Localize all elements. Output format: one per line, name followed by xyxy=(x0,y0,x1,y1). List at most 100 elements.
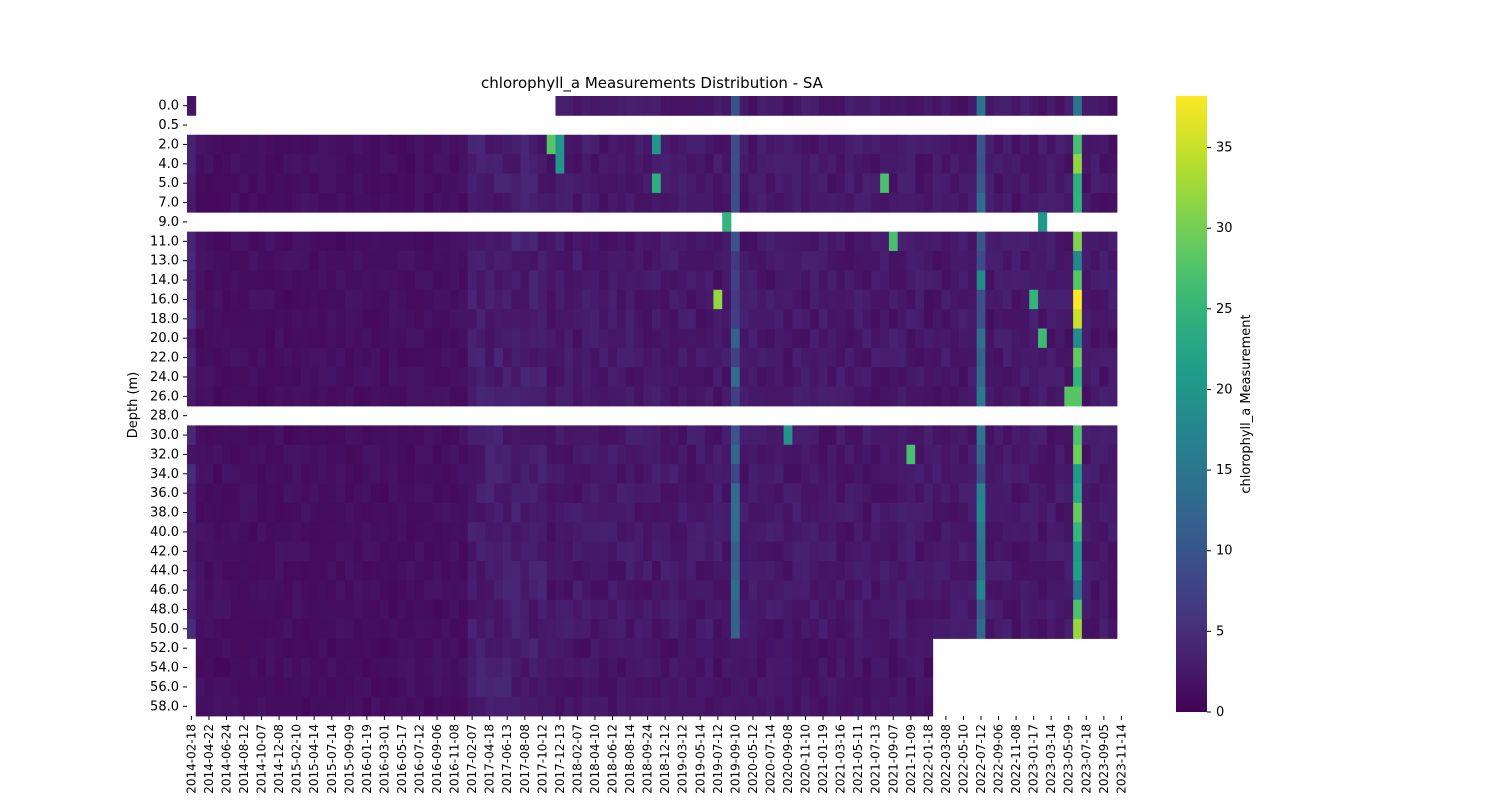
heatmap-cell xyxy=(213,483,223,504)
heatmap-cell xyxy=(1090,502,1100,523)
heatmap-cell xyxy=(458,619,469,639)
heatmap-cell xyxy=(862,599,872,620)
heatmap-cell xyxy=(353,425,363,446)
heatmap-cell xyxy=(678,96,688,116)
heatmap-cell xyxy=(809,502,820,523)
heatmap-cell xyxy=(415,657,425,678)
heatmap-cell xyxy=(1011,347,1021,368)
heatmap-cell xyxy=(1090,134,1100,155)
heatmap-cell xyxy=(204,386,214,407)
heatmap-cell xyxy=(309,328,319,349)
heatmap-cell xyxy=(827,328,837,349)
heatmap-cell xyxy=(941,289,951,310)
heatmap-cell xyxy=(327,367,337,388)
heatmap-cell xyxy=(1038,541,1048,562)
heatmap-cell xyxy=(950,425,960,446)
heatmap-cell xyxy=(809,464,820,484)
heatmap-cell xyxy=(730,638,741,659)
heatmap-cell xyxy=(634,483,644,504)
heatmap-cell xyxy=(318,231,328,252)
heatmap-cell xyxy=(511,561,521,581)
heatmap-cell xyxy=(362,541,372,562)
heatmap-cell xyxy=(766,367,776,388)
heatmap-cell xyxy=(520,173,530,194)
heatmap-cell xyxy=(529,580,539,601)
heatmap-cell xyxy=(318,367,328,388)
heatmap-cell xyxy=(880,328,890,349)
heatmap-cell xyxy=(450,483,460,504)
heatmap-cell xyxy=(581,154,591,174)
heatmap-cell xyxy=(590,367,600,388)
heatmap-cell xyxy=(871,192,881,213)
heatmap-cell xyxy=(213,134,223,155)
heatmap-cell xyxy=(415,134,425,155)
heatmap-cell xyxy=(230,696,241,717)
heatmap-cell xyxy=(871,309,881,329)
heatmap-cell xyxy=(827,154,837,174)
heatmap-cell xyxy=(871,541,881,562)
heatmap-cell xyxy=(467,192,477,213)
heatmap-cell xyxy=(397,425,407,446)
heatmap-cell xyxy=(669,541,679,562)
heatmap-cell xyxy=(897,677,907,698)
heatmap-cell xyxy=(608,522,618,543)
heatmap-cell xyxy=(450,696,460,717)
heatmap-cell xyxy=(529,444,539,465)
heatmap-cell xyxy=(1108,328,1118,349)
heatmap-cell xyxy=(1099,192,1109,213)
heatmap-cell xyxy=(608,173,618,194)
heatmap-cell xyxy=(871,386,881,407)
heatmap-cell xyxy=(897,251,907,271)
y-tick-label: 9.0 xyxy=(158,215,179,230)
heatmap-cell xyxy=(722,192,732,213)
heatmap-cell xyxy=(590,386,600,407)
heatmap-cell xyxy=(985,309,995,329)
heatmap-cell xyxy=(573,347,583,368)
heatmap-cell xyxy=(336,502,346,523)
heatmap-cell xyxy=(388,541,398,562)
heatmap-cell xyxy=(318,270,328,291)
heatmap-cell xyxy=(932,328,942,349)
heatmap-cell xyxy=(292,347,302,368)
heatmap-cell xyxy=(230,154,241,174)
heatmap-cell xyxy=(976,134,986,155)
heatmap-cell xyxy=(432,270,442,291)
heatmap-cell xyxy=(994,231,1004,252)
heatmap-cell xyxy=(344,483,355,504)
x-tick-label: 2016-09-06 xyxy=(430,724,444,794)
heatmap-cell xyxy=(1029,347,1039,368)
heatmap-cell xyxy=(836,154,846,174)
heatmap-cell xyxy=(616,192,627,213)
heatmap-cell xyxy=(257,328,267,349)
heatmap-cell xyxy=(923,192,934,213)
heatmap-cell xyxy=(871,134,881,155)
heatmap-cell xyxy=(687,696,697,717)
heatmap-cell xyxy=(906,561,916,581)
heatmap-cell xyxy=(441,347,451,368)
heatmap-cell xyxy=(634,328,644,349)
heatmap-cell xyxy=(230,541,241,562)
heatmap-cell xyxy=(432,502,442,523)
heatmap-cell xyxy=(265,231,276,252)
heatmap-cell xyxy=(783,696,793,717)
heatmap-cell xyxy=(774,502,784,523)
heatmap-cell xyxy=(581,638,591,659)
heatmap-cell xyxy=(380,289,390,310)
heatmap-cell xyxy=(537,483,548,504)
heatmap-cell xyxy=(704,638,714,659)
heatmap-cell xyxy=(652,619,662,639)
heatmap-cell xyxy=(353,483,363,504)
heatmap-cell xyxy=(397,367,407,388)
heatmap-cell xyxy=(239,677,249,698)
heatmap-cell xyxy=(336,561,346,581)
heatmap-cell xyxy=(792,251,802,271)
heatmap-cell xyxy=(230,464,241,484)
heatmap-cell xyxy=(564,483,574,504)
heatmap-cell xyxy=(502,425,513,446)
heatmap-cell xyxy=(502,619,513,639)
heatmap-cell xyxy=(1090,328,1100,349)
heatmap-cell xyxy=(1046,192,1056,213)
heatmap-cell xyxy=(520,289,530,310)
heatmap-cell xyxy=(809,134,820,155)
heatmap-cell xyxy=(230,483,241,504)
